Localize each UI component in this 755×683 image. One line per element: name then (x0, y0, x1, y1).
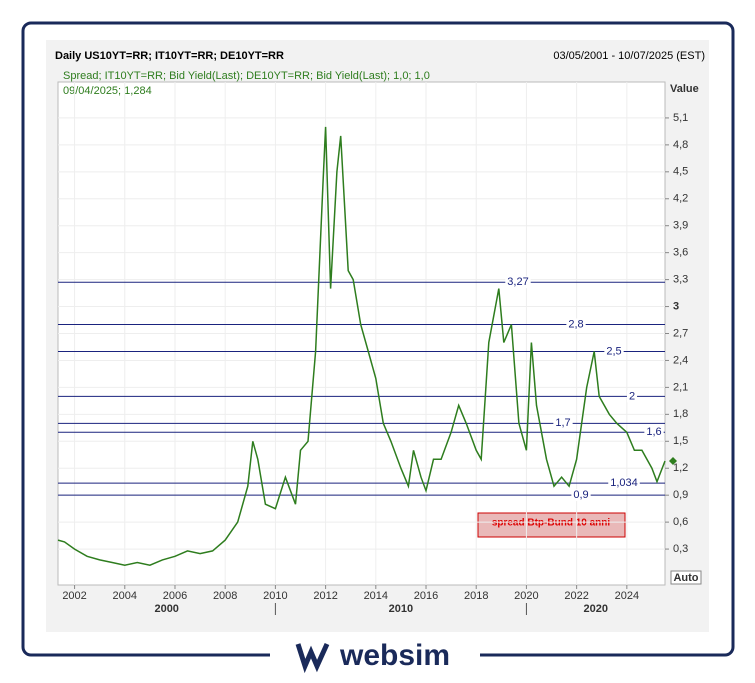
y-tick-label: 4,2 (673, 193, 688, 205)
y-tick-label: 3,6 (673, 247, 688, 259)
x-tick-label: 2010 (263, 590, 287, 602)
y-tick-label: 3,3 (673, 274, 688, 286)
x-group-label: 2000 (154, 603, 178, 615)
level-label-bg (571, 489, 591, 502)
y-tick-label: 3,9 (673, 220, 688, 232)
level-label-bg (553, 417, 573, 430)
chart-title: Daily US10YT=RR; IT10YT=RR; DE10YT=RR (55, 50, 284, 62)
level-label-bg (626, 390, 638, 403)
level-label: 1,6 (646, 426, 661, 438)
y-tick-label: 2,4 (673, 354, 688, 366)
level-label-bg (604, 345, 624, 358)
y-tick-label: 0,3 (673, 543, 688, 555)
x-tick-label: 2002 (62, 590, 86, 602)
x-group-label: 2010 (389, 603, 413, 615)
x-tick-label: 2012 (313, 590, 337, 602)
level-label: 2,5 (606, 345, 621, 357)
level-label: 1,7 (555, 417, 570, 429)
y-tick-label: 1,2 (673, 462, 688, 474)
x-tick-label: 2024 (615, 590, 639, 602)
annotation-box (477, 512, 626, 538)
x-tick-label: 2014 (364, 590, 388, 602)
level-label: 1,034 (610, 477, 638, 489)
y-tick-label: 2,1 (673, 381, 688, 393)
y-tick-label: 2,7 (673, 327, 688, 339)
x-tick-label: 2016 (414, 590, 438, 602)
date-range: 03/05/2001 - 10/07/2025 (EST) (553, 50, 705, 62)
legend-entry: Spread; IT10YT=RR; Bid Yield(Last); DE10… (63, 70, 430, 82)
level-label: 2,8 (568, 318, 583, 330)
level-label: 3,27 (507, 276, 528, 288)
y-tick-label: 4,8 (673, 139, 688, 151)
level-label-bg (505, 276, 531, 289)
y-tick-label: 1,8 (673, 408, 688, 420)
x-tick-label: 2008 (213, 590, 237, 602)
y-tick-label: 0,9 (673, 489, 688, 501)
last-value: 09/04/2025; 1,284 (63, 85, 152, 97)
scale-button-label[interactable]: Auto (673, 572, 698, 584)
x-tick-label: 2022 (564, 590, 588, 602)
x-group-label: 2020 (583, 603, 607, 615)
annotation: spread Btp-Bund 10 anni (492, 518, 611, 529)
x-tick-label: 2018 (464, 590, 488, 602)
y-tick-label: 4,5 (673, 166, 688, 178)
last-marker (669, 457, 677, 466)
y-tick-label: 0,6 (673, 516, 688, 528)
data-line (57, 126, 666, 566)
level-label-bg (644, 426, 664, 439)
x-tick-label: 2020 (514, 590, 538, 602)
scale-button[interactable] (670, 570, 702, 585)
level-label-bg (608, 477, 640, 490)
level-label: 0,9 (573, 489, 588, 501)
x-tick-label: 2004 (113, 590, 137, 602)
logo-mark (295, 642, 330, 674)
y-axis-label: Value (670, 83, 699, 95)
y-tick-label: 5,1 (673, 112, 688, 124)
y-tick-label: 1,5 (673, 435, 688, 447)
level-label-bg (566, 318, 586, 331)
y-tick-label: 3 (673, 300, 679, 312)
x-tick-label: 2006 (163, 590, 187, 602)
level-label: 2 (629, 390, 635, 402)
brand: websim (339, 639, 450, 672)
